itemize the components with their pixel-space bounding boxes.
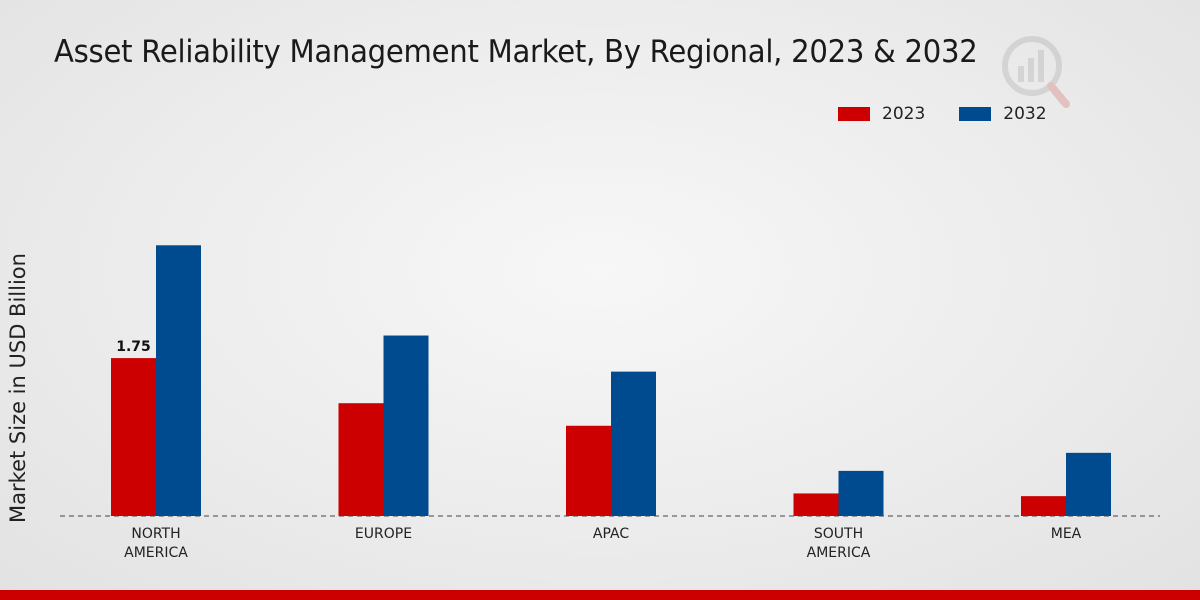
bar-2023-2[interactable] [566, 425, 611, 516]
bar-2032-1[interactable] [383, 335, 429, 516]
x-tick-label-2: APAC [593, 526, 629, 542]
bar-2023-4[interactable] [1021, 496, 1066, 516]
bottom-accent-bar [0, 590, 1200, 600]
chart-title: Asset Reliability Management Market, By … [54, 34, 978, 70]
bar-2023-3[interactable] [793, 493, 839, 516]
legend-item-2032[interactable]: 2032 [959, 104, 1047, 124]
legend-label-2032: 2032 [1003, 104, 1047, 124]
x-tick-label-4: MEA [1051, 526, 1082, 542]
x-tick-label-3: SOUTH AMERICA [807, 526, 871, 561]
bar-2032-0[interactable] [156, 245, 201, 517]
bar-2023-1[interactable] [338, 403, 384, 516]
bar-2032-2[interactable] [611, 371, 656, 516]
legend-swatch-2032 [959, 107, 992, 121]
x-tick-label-1: EUROPE [355, 526, 412, 542]
bar-2032-3[interactable] [838, 470, 884, 516]
chart-legend: 2023 2032 [838, 104, 1081, 124]
legend-swatch-2023 [838, 107, 870, 121]
x-tick-label-0: NORTH AMERICA [124, 526, 188, 561]
bar-2032-4[interactable] [1066, 452, 1111, 516]
brand-watermark-icon [998, 30, 1072, 114]
legend-label-2023: 2023 [882, 104, 926, 124]
data-label-0: 1.75 [116, 339, 151, 355]
legend-item-2023[interactable]: 2023 [838, 104, 925, 124]
bar-2023-0[interactable] [111, 358, 156, 516]
